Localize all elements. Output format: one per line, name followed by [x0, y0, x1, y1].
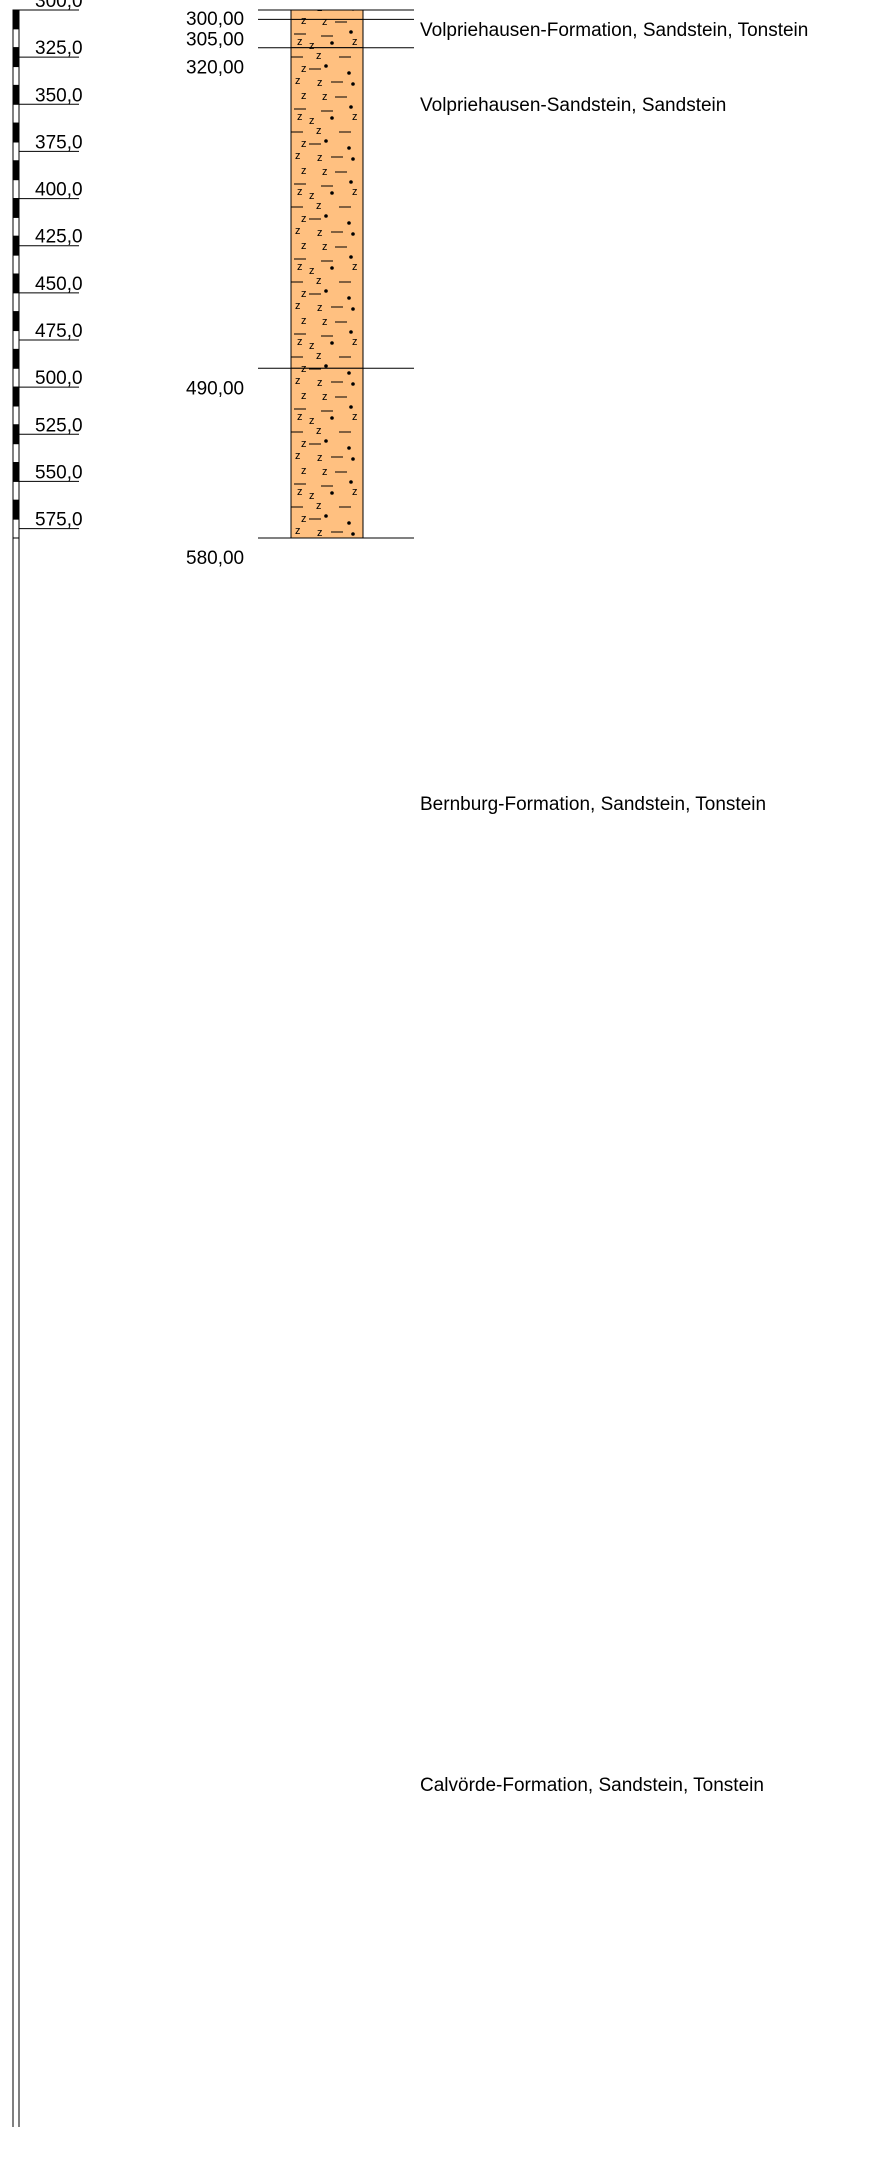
scale-segment — [12, 292, 20, 313]
lithology-column — [290, 9, 364, 539]
scale-segment — [12, 405, 20, 426]
scale-segment — [12, 273, 20, 294]
scale-segment — [12, 216, 20, 237]
scale-segment — [12, 386, 20, 407]
scale-segment — [12, 311, 20, 332]
scale-segment — [12, 122, 20, 143]
scale-segment — [12, 443, 20, 464]
layer-description: Bernburg-Formation, Sandstein, Tonstein — [420, 794, 766, 815]
scale-segment — [12, 9, 20, 30]
scale-segment — [12, 348, 20, 369]
layer-pattern — [290, 9, 364, 20]
scale-segment — [12, 367, 20, 388]
scale-segment — [12, 66, 20, 86]
boundary-depth-label: 300,00 — [186, 9, 244, 30]
scale-tick-label: 400,0 — [35, 180, 83, 201]
scale-tick-label: 450,0 — [35, 274, 83, 295]
scale-tick-label: 550,0 — [35, 462, 83, 483]
scale-tick-label: 350,0 — [35, 85, 83, 106]
scale-segment — [12, 424, 20, 445]
scale-tick-label: 300,0 — [35, 0, 83, 12]
scale-segment — [12, 499, 20, 520]
scale-segment — [12, 141, 20, 162]
scale-segment — [12, 518, 20, 539]
layer-pattern — [290, 367, 364, 539]
layer-description: Calvörde-Formation, Sandstein, Tonstein — [420, 1775, 764, 1796]
boundary-depth-label: 490,00 — [186, 378, 244, 399]
scale-segment — [12, 103, 20, 124]
scale-segment — [12, 160, 20, 181]
scale-tick-label: 375,0 — [35, 132, 83, 153]
scale-segment — [12, 198, 20, 218]
scale-segment — [12, 330, 20, 350]
scale-tick-label: 425,0 — [35, 227, 83, 248]
scale-tick-label: 500,0 — [35, 368, 83, 389]
scale-segment — [12, 47, 20, 68]
layer-descriptions: Volpriehausen-Formation, Sandstein, Tons… — [420, 20, 808, 1796]
scale-segment — [12, 235, 20, 256]
depth-scale-bar — [12, 9, 20, 2127]
scale-segment — [12, 84, 20, 105]
scale-segment — [12, 254, 20, 275]
scale-segment — [12, 28, 20, 49]
depth-scale-ticks: 300,0 325,0 350,0 375,0 400,0 425,0 450,0 475,0… — [19, 0, 83, 531]
boundary-depth-label: 320,00 — [186, 58, 244, 79]
boundary-depth-label: 580,00 — [186, 548, 244, 569]
scale-segment — [12, 462, 20, 482]
scale-tick-label: 325,0 — [35, 38, 83, 59]
boundary-depth-label: 305,00 — [186, 29, 244, 50]
layer-description: Volpriehausen-Formation, Sandstein, Tons… — [420, 20, 808, 41]
layer-pattern — [290, 18, 364, 49]
scale-segment — [12, 480, 20, 501]
layer-description: Volpriehausen-Sandstein, Sandstein — [420, 95, 726, 116]
scale-tick-label: 525,0 — [35, 415, 83, 436]
scale-tick-label: 575,0 — [35, 510, 83, 531]
layer-pattern — [290, 47, 364, 369]
scale-segment — [12, 179, 20, 200]
scale-tick-label: 475,0 — [35, 321, 83, 342]
